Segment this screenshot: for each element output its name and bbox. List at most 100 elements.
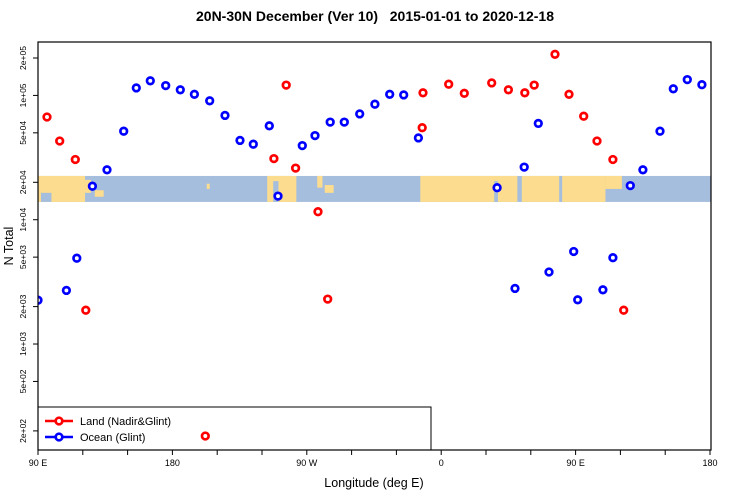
plot-frame xyxy=(37,41,712,451)
data-point xyxy=(87,181,98,191)
map-band xyxy=(38,175,711,202)
data-point xyxy=(297,140,307,151)
axes: 90 E 180 90 W 0 90 E 180 2e+05 1e+05 5e+04 2e+04 1… xyxy=(18,46,718,468)
data-point xyxy=(619,305,629,315)
data-point xyxy=(70,154,80,165)
data-point xyxy=(569,246,579,257)
data-point xyxy=(81,305,91,315)
data-point xyxy=(205,96,215,106)
data-point xyxy=(529,80,539,90)
data-point xyxy=(550,49,560,59)
data-point xyxy=(290,163,301,173)
data-point xyxy=(119,126,129,136)
data-points-land xyxy=(42,49,629,441)
legend-point-symbol xyxy=(54,416,64,426)
data-point xyxy=(492,183,502,193)
data-point xyxy=(235,135,245,146)
x-tick-label: 0 xyxy=(439,458,444,468)
map-water-patch xyxy=(40,192,52,202)
data-point xyxy=(544,267,554,277)
x-tick-label: 180 xyxy=(702,458,717,468)
data-point xyxy=(519,162,529,172)
data-point xyxy=(399,90,409,100)
data-point xyxy=(102,165,112,175)
y-tick-label: 5e+03 xyxy=(18,245,28,269)
data-point xyxy=(573,295,583,305)
data-point xyxy=(668,84,678,94)
data-point xyxy=(310,130,320,141)
data-point xyxy=(608,253,618,263)
x-tick-label: 90 W xyxy=(296,458,318,468)
map-land-patch xyxy=(94,190,104,197)
data-point xyxy=(592,136,602,146)
map-land-patch xyxy=(317,175,323,188)
y-tick-label: 1e+04 xyxy=(18,208,28,232)
data-point xyxy=(510,283,520,294)
data-point xyxy=(459,88,469,98)
y-tick-label: 5e+04 xyxy=(18,121,28,145)
data-point xyxy=(131,83,141,93)
data-point xyxy=(444,79,454,89)
data-point xyxy=(55,136,65,146)
x-axis-label: Longitude (deg E) xyxy=(324,476,423,490)
legend: Land (Nadir&Glint) Ocean (Glint) xyxy=(37,406,432,451)
data-point xyxy=(413,133,424,143)
data-point xyxy=(313,207,323,217)
map-land-patch xyxy=(324,185,334,193)
y-tick-label: 1e+03 xyxy=(18,332,28,356)
map-land-patch xyxy=(521,175,560,202)
data-point xyxy=(61,285,72,296)
map-land-patch xyxy=(206,183,210,189)
data-point xyxy=(417,123,427,133)
data-point xyxy=(564,89,574,99)
legend-label: Ocean (Glint) xyxy=(80,432,145,444)
data-point xyxy=(579,111,589,121)
map-land-patch xyxy=(605,175,622,189)
data-point xyxy=(72,253,82,263)
data-point xyxy=(655,126,665,136)
data-point xyxy=(281,80,291,90)
data-point xyxy=(520,88,530,98)
data-point xyxy=(385,89,395,99)
data-point xyxy=(608,154,618,165)
data-point xyxy=(220,110,230,121)
map-land-patch xyxy=(562,175,606,202)
map-water-patch xyxy=(273,181,279,202)
data-point xyxy=(638,165,648,175)
data-point xyxy=(323,294,333,304)
data-point xyxy=(200,431,210,441)
data-point xyxy=(418,88,428,98)
x-tick-label: 180 xyxy=(165,458,180,468)
chart-title: 20N-30N December (Ver 10) 2015-01-01 to … xyxy=(196,8,554,24)
y-tick-label: 2e+02 xyxy=(18,419,28,443)
data-point xyxy=(325,117,335,127)
data-point xyxy=(697,80,707,90)
data-points-ocean xyxy=(38,74,707,305)
data-point xyxy=(625,180,635,191)
data-point xyxy=(248,139,258,149)
y-tick-label: 2e+05 xyxy=(18,46,28,70)
y-tick-label: 1e+05 xyxy=(18,83,28,107)
data-point xyxy=(339,117,349,127)
data-point xyxy=(145,76,155,86)
map-land-patch xyxy=(420,175,518,202)
data-point xyxy=(370,99,380,109)
data-point xyxy=(269,153,279,164)
data-point xyxy=(533,118,543,129)
data-point xyxy=(175,85,185,95)
y-tick-label: 2e+04 xyxy=(18,170,28,194)
legend-label: Land (Nadir&Glint) xyxy=(80,416,171,428)
data-point xyxy=(598,285,608,295)
data-point xyxy=(503,85,514,95)
data-point xyxy=(487,78,497,88)
data-point xyxy=(273,191,283,201)
data-point xyxy=(189,89,200,99)
data-point xyxy=(355,109,365,119)
y-axis-label: N Total xyxy=(2,227,16,266)
x-tick-label: 90 E xyxy=(566,458,585,468)
y-tick-label: 5e+02 xyxy=(18,369,28,393)
y-tick-label: 2e+03 xyxy=(18,294,28,318)
legend-point-symbol xyxy=(54,432,64,442)
